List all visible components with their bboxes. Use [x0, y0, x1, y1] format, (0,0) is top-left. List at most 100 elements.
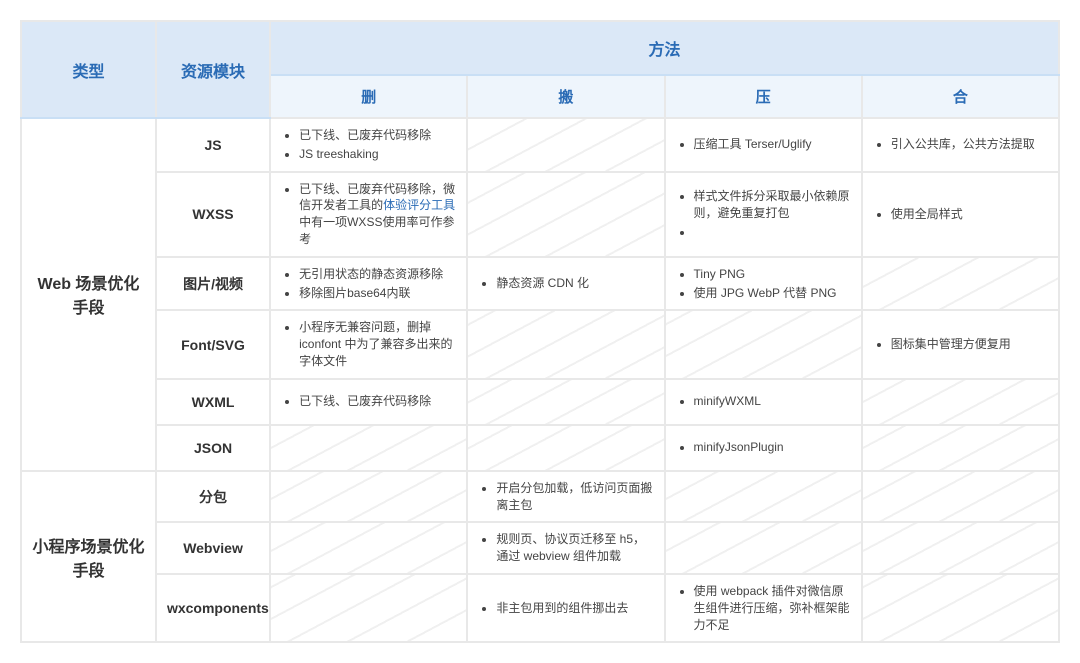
cell-merge: 图标集中管理方便复用 [862, 310, 1059, 378]
cell-merge: 使用全局样式 [862, 172, 1059, 257]
cell-move [467, 172, 664, 257]
cell-list: 规则页、协议页迁移至 h5，通过 webview 组件加载 [478, 531, 653, 565]
module-name: 分包 [156, 471, 270, 523]
cell-compress: 使用 webpack 插件对微信原生组件进行压缩，弥补框架能力不足 [665, 574, 862, 642]
cell-merge [862, 471, 1059, 523]
col-methods: 方法 [270, 21, 1059, 75]
cell-delete [270, 471, 467, 523]
cell-move: 规则页、协议页迁移至 h5，通过 webview 组件加载 [467, 522, 664, 574]
cell-list-item: 移除图片base64内联 [299, 285, 456, 302]
cell-compress: 样式文件拆分采取最小依赖原则，避免重复打包 代替 @import [665, 172, 862, 257]
cell-move: 开启分包加载，低访问页面搬离主包 [467, 471, 664, 523]
module-name: WXML [156, 379, 270, 425]
cell-list: 开启分包加载，低访问页面搬离主包 [478, 480, 653, 514]
cell-list: 使用全局样式 [873, 206, 1048, 223]
module-name: Webview [156, 522, 270, 574]
table-row: JSON minifyJsonPlugin [21, 425, 1059, 471]
cell-list-item: 已下线、已废弃代码移除 [299, 393, 456, 410]
cell-list-item: 使用 webpack 插件对微信原生组件进行压缩，弥补框架能力不足 [694, 583, 851, 633]
cell-move [467, 425, 664, 471]
cell-list-item: 开启分包加载，低访问页面搬离主包 [496, 480, 653, 514]
col-merge: 合 [862, 75, 1059, 118]
cell-delete: 无引用状态的静态资源移除移除图片base64内联 [270, 257, 467, 311]
cell-list: 小程序无兼容问题，删掉 iconfont 中为了兼容多出来的字体文件 [281, 319, 456, 369]
table-row: WXML 已下线、已废弃代码移除 minifyWXML [21, 379, 1059, 425]
col-compress: 压 [665, 75, 862, 118]
cell-list-item: 已下线、已废弃代码移除 [299, 127, 456, 144]
cell-list-item: 已下线、已废弃代码移除，微信开发者工具的体验评分工具中有一项WXSS使用率可作参… [299, 181, 456, 248]
module-name: JS [156, 118, 270, 172]
table-row: Webview 规则页、协议页迁移至 h5，通过 webview 组件加载 [21, 522, 1059, 574]
cell-merge [862, 574, 1059, 642]
cell-move [467, 310, 664, 378]
cell-move: 非主包用到的组件挪出去 [467, 574, 664, 642]
cell-compress [665, 471, 862, 523]
cell-list-item: 样式文件拆分采取最小依赖原则，避免重复打包 [694, 188, 851, 222]
cell-delete [270, 425, 467, 471]
table-header: 类型 资源模块 方法 删 搬 压 合 [21, 21, 1059, 118]
module-name: WXSS [156, 172, 270, 257]
col-module: 资源模块 [156, 21, 270, 118]
cell-list: 已下线、已废弃代码移除 JS treeshaking [281, 127, 456, 163]
cell-list-item: 非主包用到的组件挪出去 [496, 600, 653, 617]
module-name: JSON [156, 425, 270, 471]
col-delete: 删 [270, 75, 467, 118]
cell-list-item: JS treeshaking [299, 146, 456, 163]
cell-compress: 压缩工具 Terser/Uglify [665, 118, 862, 172]
module-name: Font/SVG [156, 310, 270, 378]
cell-list: 已下线、已废弃代码移除，微信开发者工具的体验评分工具中有一项WXSS使用率可作参… [281, 181, 456, 248]
group-title: Web 场景优化手段 [21, 118, 156, 471]
cell-list-item: minifyJsonPlugin [694, 439, 851, 456]
cell-list-item: Tiny PNG [694, 266, 851, 283]
cell-list-item: 小程序无兼容问题，删掉 iconfont 中为了兼容多出来的字体文件 [299, 319, 456, 369]
table-row: Web 场景优化手段JS已下线、已废弃代码移除JS treeshaking压缩工… [21, 118, 1059, 172]
cell-list: minifyJsonPlugin [676, 439, 851, 456]
cell-delete [270, 522, 467, 574]
cell-list: 无引用状态的静态资源移除移除图片base64内联 [281, 266, 456, 302]
cell-compress: minifyWXML [665, 379, 862, 425]
cell-move [467, 118, 664, 172]
table-row: 图片/视频无引用状态的静态资源移除移除图片base64内联静态资源 CDN 化T… [21, 257, 1059, 311]
cell-list: 引入公共库，公共方法提取 [873, 136, 1048, 153]
group-title: 小程序场景优化手段 [21, 471, 156, 643]
cell-list: 图标集中管理方便复用 [873, 336, 1048, 353]
cell-move: 静态资源 CDN 化 [467, 257, 664, 311]
col-type: 类型 [21, 21, 156, 118]
table-body: Web 场景优化手段JS 已下线、已废弃代码移除 JS treeshaking 压缩工… [21, 118, 1059, 642]
cell-list-item: 图标集中管理方便复用 [891, 336, 1048, 353]
cell-list: 静态资源 CDN 化 [478, 275, 653, 292]
cell-delete: 小程序无兼容问题，删掉 iconfont 中为了兼容多出来的字体文件 [270, 310, 467, 378]
table-row: WXSS 已下线、已废弃代码移除，微信开发者工具的体验评分工具中有一项WXSS使用… [21, 172, 1059, 257]
cell-move [467, 379, 664, 425]
cell-merge [862, 522, 1059, 574]
cell-list: 已下线、已废弃代码移除 [281, 393, 456, 410]
cell-list-item: minifyWXML [694, 393, 851, 410]
cell-compress: Tiny PNG 使用 JPG WebP 代替 PNG [665, 257, 862, 311]
module-name: wxcomponents [156, 574, 270, 642]
cell-list-item: 使用全局样式 [891, 206, 1048, 223]
table-row: 小程序场景优化手段分包开启分包加载，低访问页面搬离主包 [21, 471, 1059, 523]
cell-delete: 已下线、已废弃代码移除 JS treeshaking [270, 118, 467, 172]
cell-compress: minifyJsonPlugin [665, 425, 862, 471]
cell-merge: 引入公共库，公共方法提取 [862, 118, 1059, 172]
cell-list: minifyWXML [676, 393, 851, 410]
cell-compress [665, 522, 862, 574]
cell-list: 压缩工具 Terser/Uglify [676, 136, 851, 153]
cell-merge [862, 257, 1059, 311]
cell-list-item: 规则页、协议页迁移至 h5，通过 webview 组件加载 [496, 531, 653, 565]
cell-merge [862, 379, 1059, 425]
cell-list-item: 压缩工具 Terser/Uglify [694, 136, 851, 153]
cell-list: 样式文件拆分采取最小依赖原则，避免重复打包 代替 @import [676, 188, 851, 240]
cell-delete: 已下线、已废弃代码移除 [270, 379, 467, 425]
cell-list-item: 使用 JPG WebP 代替 PNG [694, 285, 851, 302]
table-row: Font/SVG 小程序无兼容问题，删掉 iconfont 中为了兼容多出来的字体… [21, 310, 1059, 378]
optimization-table: 类型 资源模块 方法 删 搬 压 合 Web 场景优化手段JS 已下线、已废弃代码… [20, 20, 1060, 643]
cell-list-item: 静态资源 CDN 化 [496, 275, 653, 292]
cell-compress [665, 310, 862, 378]
cell-list: 使用 webpack 插件对微信原生组件进行压缩，弥补框架能力不足 [676, 583, 851, 633]
col-move: 搬 [467, 75, 664, 118]
module-name: 图片/视频 [156, 257, 270, 311]
cell-list-item: 无引用状态的静态资源移除 [299, 266, 456, 283]
cell-list: Tiny PNG 使用 JPG WebP 代替 PNG [676, 266, 851, 302]
cell-merge [862, 425, 1059, 471]
